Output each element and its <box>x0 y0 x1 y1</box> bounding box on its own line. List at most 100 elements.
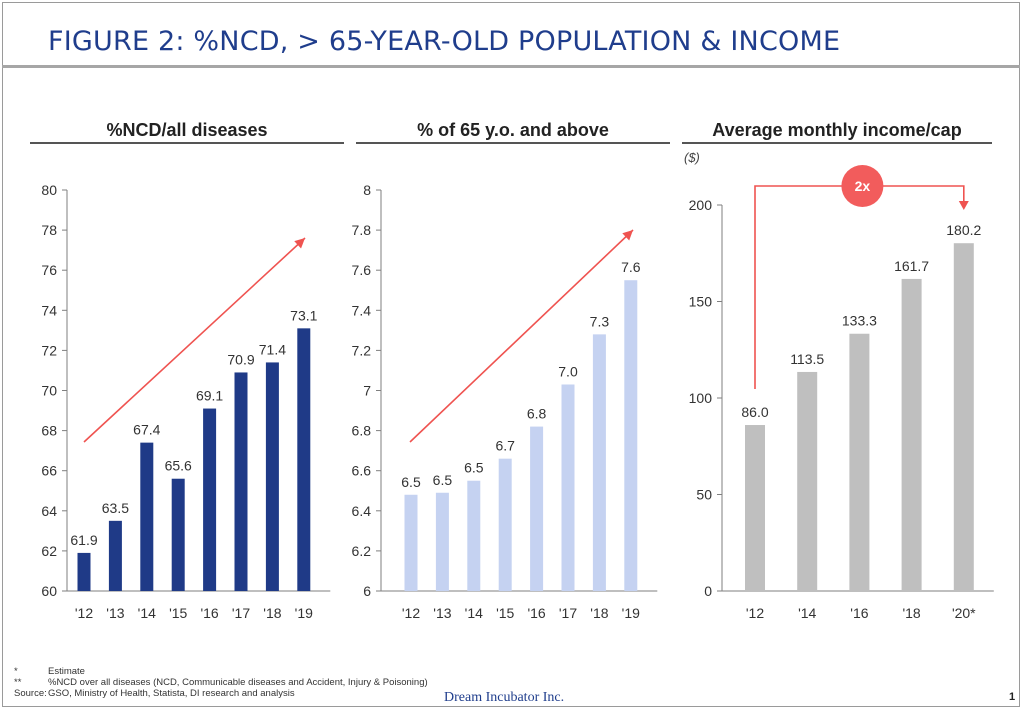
y-tick-label: 7 <box>363 383 371 399</box>
y-tick-label: 6.8 <box>352 423 372 439</box>
y-tick-label: 66 <box>41 463 57 479</box>
footnote-text: %NCD over all diseases (NCD, Communicabl… <box>48 677 428 688</box>
bar-value-label: 133.3 <box>842 313 877 329</box>
footnote-mark: Source: <box>14 688 47 699</box>
bar-value-label: 7.6 <box>621 259 641 275</box>
y-tick-label: 200 <box>689 197 713 213</box>
chart-ncd: 60 62 64 66 68 70 72 74 76 78 80 61.9 '12 63.5 '13 67.4… <box>41 182 331 621</box>
y-tick-label: 100 <box>689 390 713 406</box>
footnote-text: Estimate <box>48 666 85 677</box>
x-tick-label: '14 <box>138 605 156 621</box>
growth-bracket-arrowhead <box>958 201 969 210</box>
bar <box>234 372 248 591</box>
bar <box>171 478 185 591</box>
y-tick-label: 76 <box>41 262 57 278</box>
bar-value-label: 65.6 <box>165 458 192 474</box>
bar-value-label: 73.1 <box>290 307 317 323</box>
x-tick-label: '12 <box>746 605 764 621</box>
bar <box>140 442 154 591</box>
panel-title-income: Average monthly income/cap <box>712 120 962 140</box>
panel-title-elderly: % of 65 y.o. and above <box>417 120 609 140</box>
x-tick-label: '20* <box>952 605 976 621</box>
footnote-mark: * <box>14 666 18 677</box>
bar <box>467 480 481 591</box>
x-tick-label: '12 <box>75 605 93 621</box>
bar <box>108 520 122 591</box>
bar-value-label: 6.5 <box>433 472 453 488</box>
x-tick-label: '19 <box>295 605 313 621</box>
bar-value-label: 113.5 <box>790 351 824 367</box>
bar-value-label: 6.5 <box>464 460 484 476</box>
title-divider <box>2 65 1020 68</box>
bar-value-label: 7.3 <box>590 313 610 329</box>
x-tick-label: '13 <box>106 605 124 621</box>
panel-rule-elderly <box>356 142 670 144</box>
y-tick-label: 60 <box>41 583 57 599</box>
footnote-ncd: ** %NCD over all diseases (NCD, Communica… <box>14 677 428 688</box>
chart-elderly: 6 6.2 6.4 6.6 6.8 7 7.2 7.4 7.6 7.8 8 6.5 '12 6.5 '13 6… <box>352 182 658 621</box>
y-tick-label: 6.2 <box>352 543 372 559</box>
y-tick-label: 68 <box>41 423 57 439</box>
footnote-mark: ** <box>14 677 22 688</box>
bar <box>901 278 922 591</box>
trend-arrow-head <box>294 238 305 249</box>
bar <box>203 408 217 591</box>
brand-name: Dream Incubator Inc. <box>444 690 565 705</box>
footnote-estimate: * Estimate <box>14 666 85 677</box>
bar-value-label: 71.4 <box>259 341 286 357</box>
panel-rule-ncd <box>30 142 344 144</box>
x-tick-label: '12 <box>402 605 420 621</box>
bar <box>498 458 512 591</box>
trend-arrow-head <box>622 230 633 241</box>
bar-value-label: 61.9 <box>70 532 97 548</box>
trend-arrow-line <box>83 237 306 443</box>
bar <box>435 492 449 591</box>
trend-arrow-line <box>409 229 634 443</box>
y-tick-label: 7.4 <box>352 302 372 318</box>
x-tick-label: '16 <box>527 605 545 621</box>
bar-value-label: 63.5 <box>102 500 129 516</box>
x-tick-label: '15 <box>169 605 187 621</box>
y-tick-label: 74 <box>41 302 57 318</box>
y-tick-label: 50 <box>696 487 712 503</box>
bar <box>797 371 818 591</box>
y-tick-label: 7.2 <box>352 342 372 358</box>
bar-value-label: 69.1 <box>196 388 223 404</box>
y-tick-label: 6 <box>363 583 371 599</box>
y-tick-label: 6.6 <box>352 463 372 479</box>
y-tick-label: 6.4 <box>352 503 372 519</box>
panel-title-ncd: %NCD/all diseases <box>106 120 268 140</box>
x-tick-label: '15 <box>496 605 514 621</box>
bar <box>953 243 974 591</box>
x-tick-label: '14 <box>798 605 816 621</box>
footnote-source: Source:GSO, Ministry of Health, Statista… <box>14 688 295 699</box>
x-tick-label: '17 <box>559 605 577 621</box>
bar-value-label: 6.5 <box>401 474 421 490</box>
page-title: FIGURE 2: %NCD, > 65-YEAR-OLD POPULATION… <box>48 26 841 57</box>
income-unit-label: ($) <box>684 150 700 165</box>
footnote-text: GSO, Ministry of Health, Statista, DI re… <box>48 688 295 699</box>
y-tick-label: 62 <box>41 543 57 559</box>
growth-badge-label: 2x <box>855 178 871 194</box>
y-tick-label: 80 <box>41 182 57 198</box>
bar-value-label: 6.8 <box>527 406 547 422</box>
bar <box>849 333 870 591</box>
bar <box>265 362 279 591</box>
bar <box>561 384 575 591</box>
y-tick-label: 150 <box>689 294 713 310</box>
growth-badge <box>841 165 884 207</box>
x-tick-label: '18 <box>590 605 608 621</box>
x-tick-label: '19 <box>622 605 640 621</box>
bar <box>530 426 544 591</box>
y-tick-label: 64 <box>41 503 57 519</box>
bar <box>592 334 606 591</box>
y-tick-label: 8 <box>363 182 371 198</box>
y-tick-label: 78 <box>41 222 57 238</box>
bar <box>624 280 638 591</box>
x-tick-label: '16 <box>200 605 218 621</box>
bar <box>297 328 311 591</box>
x-tick-label: '13 <box>433 605 451 621</box>
y-tick-label: 72 <box>41 342 57 358</box>
bar <box>77 552 91 591</box>
x-tick-label: '17 <box>232 605 250 621</box>
